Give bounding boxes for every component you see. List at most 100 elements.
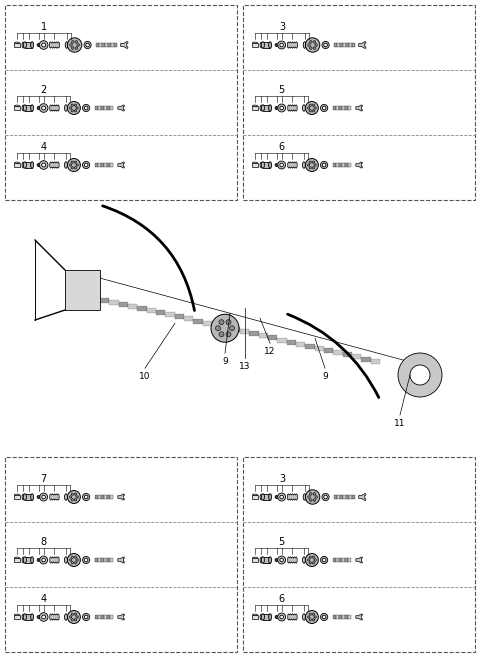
Polygon shape bbox=[50, 162, 59, 168]
Circle shape bbox=[70, 164, 72, 166]
Bar bbox=[137, 306, 147, 311]
Circle shape bbox=[38, 44, 39, 46]
Bar bbox=[193, 318, 203, 324]
Bar bbox=[333, 558, 336, 562]
Polygon shape bbox=[50, 557, 59, 563]
Circle shape bbox=[309, 161, 312, 164]
Ellipse shape bbox=[260, 162, 263, 168]
Circle shape bbox=[74, 493, 77, 495]
Polygon shape bbox=[118, 494, 124, 500]
Bar bbox=[243, 5, 475, 200]
Circle shape bbox=[280, 106, 283, 110]
Text: 7: 7 bbox=[40, 474, 47, 484]
Circle shape bbox=[84, 558, 88, 562]
Circle shape bbox=[280, 558, 283, 562]
Bar bbox=[340, 43, 343, 47]
Circle shape bbox=[278, 556, 286, 564]
Ellipse shape bbox=[14, 42, 20, 44]
Ellipse shape bbox=[262, 162, 264, 168]
Bar bbox=[352, 43, 355, 47]
Bar bbox=[345, 615, 348, 619]
Bar bbox=[99, 43, 102, 47]
Ellipse shape bbox=[252, 162, 257, 164]
Bar bbox=[352, 495, 355, 498]
Circle shape bbox=[71, 493, 73, 495]
Circle shape bbox=[310, 40, 312, 43]
Ellipse shape bbox=[14, 557, 20, 559]
Ellipse shape bbox=[69, 106, 72, 110]
Bar bbox=[333, 615, 336, 619]
Ellipse shape bbox=[24, 494, 26, 500]
Bar bbox=[240, 329, 249, 334]
Circle shape bbox=[226, 332, 231, 337]
Bar bbox=[268, 336, 277, 340]
Circle shape bbox=[72, 47, 74, 50]
Circle shape bbox=[323, 106, 326, 110]
Circle shape bbox=[305, 101, 318, 115]
Ellipse shape bbox=[22, 494, 25, 500]
Circle shape bbox=[321, 556, 328, 563]
Bar bbox=[349, 495, 352, 498]
Circle shape bbox=[313, 47, 316, 50]
Ellipse shape bbox=[31, 557, 34, 563]
Bar bbox=[339, 164, 342, 167]
Circle shape bbox=[74, 561, 77, 564]
Circle shape bbox=[280, 495, 283, 498]
Bar bbox=[252, 615, 257, 619]
Circle shape bbox=[309, 167, 312, 169]
Bar bbox=[107, 164, 110, 167]
Bar bbox=[114, 43, 117, 47]
Circle shape bbox=[313, 493, 316, 495]
Circle shape bbox=[398, 353, 442, 397]
Circle shape bbox=[39, 161, 48, 169]
Bar bbox=[339, 615, 342, 619]
Ellipse shape bbox=[269, 557, 272, 563]
Polygon shape bbox=[118, 614, 124, 620]
Circle shape bbox=[314, 164, 316, 166]
Ellipse shape bbox=[64, 614, 67, 620]
Ellipse shape bbox=[69, 558, 72, 562]
Ellipse shape bbox=[31, 162, 34, 168]
Bar bbox=[212, 323, 221, 328]
Polygon shape bbox=[120, 42, 128, 48]
Polygon shape bbox=[288, 557, 297, 563]
Bar bbox=[110, 558, 113, 562]
Bar bbox=[333, 164, 336, 167]
Polygon shape bbox=[356, 162, 362, 168]
Circle shape bbox=[278, 161, 286, 169]
Circle shape bbox=[71, 619, 73, 621]
Text: 3: 3 bbox=[279, 22, 285, 32]
Bar bbox=[110, 495, 113, 498]
Circle shape bbox=[70, 559, 72, 561]
Bar bbox=[252, 558, 257, 562]
Circle shape bbox=[40, 493, 48, 501]
Circle shape bbox=[309, 556, 312, 558]
Bar bbox=[263, 557, 270, 563]
Bar bbox=[336, 164, 339, 167]
Bar bbox=[259, 334, 268, 338]
Circle shape bbox=[312, 556, 315, 558]
Text: 9: 9 bbox=[322, 372, 328, 381]
Circle shape bbox=[308, 44, 310, 46]
Ellipse shape bbox=[269, 494, 272, 500]
Bar bbox=[104, 558, 107, 562]
Bar bbox=[156, 310, 165, 315]
Circle shape bbox=[323, 164, 326, 167]
Circle shape bbox=[278, 613, 286, 621]
Bar bbox=[101, 106, 104, 110]
Bar bbox=[184, 316, 193, 322]
Polygon shape bbox=[288, 162, 297, 168]
Bar bbox=[25, 42, 32, 48]
Bar bbox=[25, 557, 32, 563]
Ellipse shape bbox=[303, 494, 306, 500]
Circle shape bbox=[280, 615, 283, 619]
Circle shape bbox=[71, 498, 73, 501]
Bar bbox=[345, 558, 348, 562]
Circle shape bbox=[71, 167, 73, 169]
Polygon shape bbox=[118, 105, 124, 111]
Bar bbox=[104, 164, 107, 167]
Ellipse shape bbox=[260, 557, 263, 563]
Bar bbox=[333, 106, 336, 110]
Bar bbox=[110, 106, 113, 110]
Bar bbox=[104, 106, 107, 110]
